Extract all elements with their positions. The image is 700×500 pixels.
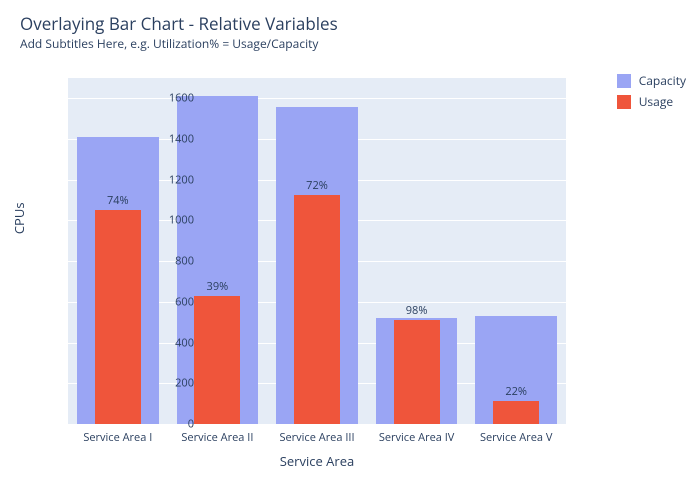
gridline [68,98,566,99]
bar-usage[interactable] [95,210,141,424]
legend: Capacity Usage [617,72,686,114]
chart-subtitle: Add Subtitles Here, e.g. Utilization% = … [20,35,338,52]
legend-label: Usage [639,93,673,110]
chart-container: Overlaying Bar Chart - Relative Variable… [0,0,700,500]
bar-value-label: 22% [505,384,527,399]
legend-label: Capacity [639,72,686,89]
title-block: Overlaying Bar Chart - Relative Variable… [20,12,338,52]
bar-usage[interactable] [493,401,539,424]
y-tick-label: 600 [144,294,194,309]
x-tick-label: Service Area V [480,430,552,445]
x-tick-label: Service Area IV [379,430,455,445]
x-tick-label: Service Area III [279,430,354,445]
y-tick-label: 800 [144,254,194,269]
bar-usage[interactable] [394,320,440,424]
x-axis-label: Service Area [68,452,566,470]
y-tick-label: 1000 [144,213,194,228]
y-tick-label: 200 [144,376,194,391]
x-tick-label: Service Area I [83,430,152,445]
chart-title: Overlaying Bar Chart - Relative Variable… [20,12,338,35]
legend-item[interactable]: Capacity [617,72,686,89]
bar-usage[interactable] [194,296,240,424]
bar-value-label: 98% [406,303,428,318]
y-axis-label: CPUs [10,202,28,234]
bar-usage[interactable] [294,195,340,424]
y-tick-label: 1600 [144,91,194,106]
bar-value-label: 39% [207,279,229,294]
bar-value-label: 74% [107,193,129,208]
y-tick-label: 400 [144,335,194,350]
bar-value-label: 72% [306,178,328,193]
legend-item[interactable]: Usage [617,93,686,110]
y-tick-label: 1400 [144,132,194,147]
plot-area: 74% 39% 72% 98% 22% [68,78,566,424]
x-tick-label: Service Area II [181,430,253,445]
legend-swatch [617,95,631,109]
gridline [68,424,566,425]
legend-swatch [617,74,631,88]
y-tick-label: 1200 [144,172,194,187]
